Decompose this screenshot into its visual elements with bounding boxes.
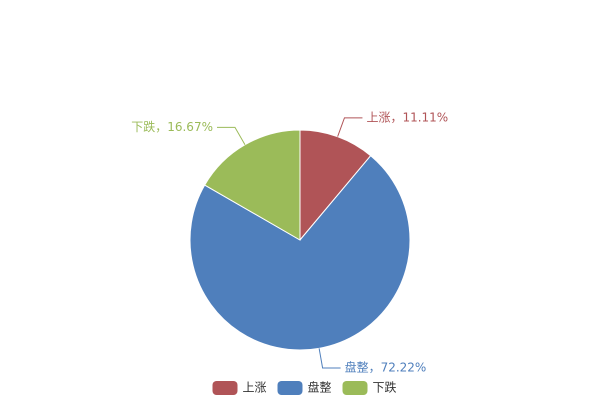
legend-label[interactable]: 盘整 (308, 380, 332, 395)
legend-swatch[interactable] (212, 381, 238, 395)
data-label: 盘整，72.22% (345, 360, 427, 375)
data-label: 下跌，16.67% (131, 119, 213, 134)
label-line (337, 117, 363, 137)
pie-slice[interactable] (189, 155, 411, 351)
label-line (216, 126, 246, 145)
label-line (318, 348, 341, 369)
legend-label[interactable]: 下跌 (373, 380, 397, 395)
data-label: 上涨，11.11% (366, 109, 448, 124)
legend-swatch[interactable] (277, 381, 303, 395)
legend-label[interactable]: 上涨 (243, 380, 267, 395)
pie-slice[interactable] (204, 129, 301, 241)
pie-slice[interactable] (299, 129, 372, 242)
legend-swatch[interactable] (342, 381, 368, 395)
